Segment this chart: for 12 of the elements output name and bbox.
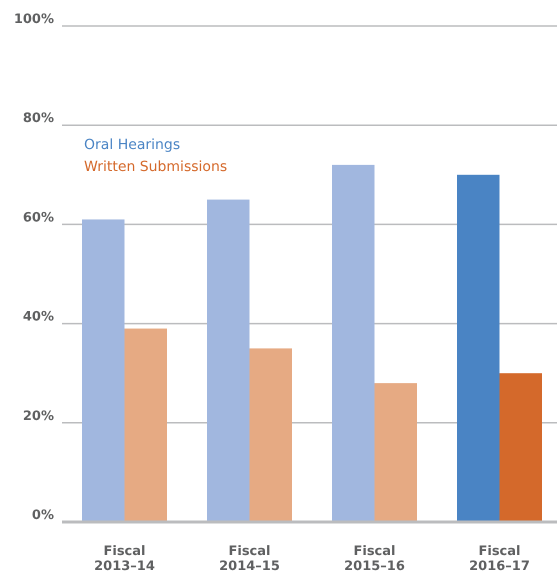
y-tick-label: 0%: [32, 508, 54, 523]
text: Written Submissions: [84, 159, 228, 176]
x-tick-label: Fiscal 2014–15: [219, 544, 280, 574]
y-tick-label: 100%: [14, 12, 54, 27]
y-tick-label: 60%: [22, 210, 54, 226]
text: Oral Hearings: [84, 137, 180, 154]
x-tick-label: Fiscal 2015–16: [344, 544, 405, 574]
y-tick-label: 80%: [22, 111, 54, 126]
y-tick-label: 20%: [22, 408, 54, 424]
y-tick-label: 40%: [22, 310, 54, 325]
x-tick-label: Fiscal 2013–14: [94, 544, 155, 574]
x-tick-label: Fiscal 2016–17: [469, 544, 530, 574]
